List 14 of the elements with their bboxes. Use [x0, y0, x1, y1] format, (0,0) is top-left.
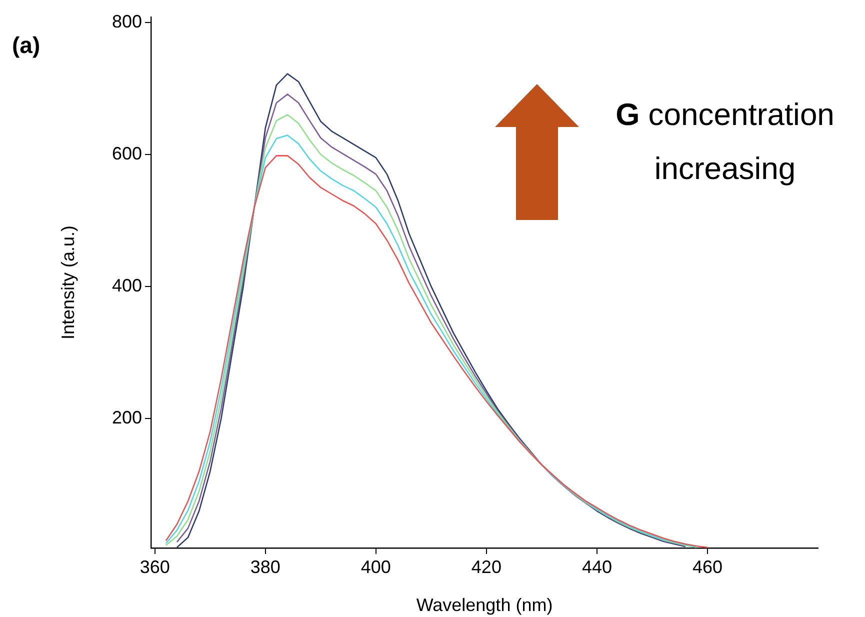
x-tick-label: 400	[360, 556, 391, 577]
y-axis-title: Intensity (a.u.)	[58, 225, 78, 340]
x-tick-label: 460	[692, 556, 722, 577]
x-tick-label: 360	[140, 556, 170, 577]
y-tick-label: 400	[112, 275, 142, 296]
text: (a)	[12, 32, 40, 59]
x-tick-label: 420	[471, 556, 502, 577]
x-tick-label: 380	[250, 556, 280, 577]
x-axis-title: Wavelength (nm)	[416, 595, 553, 616]
y-tick-label: 800	[112, 11, 142, 32]
annotation: G concentration increasing	[614, 96, 836, 188]
x-tick-label: 440	[582, 556, 612, 577]
y-tick-label: 600	[112, 143, 142, 164]
y-tick-label: 200	[112, 408, 142, 428]
